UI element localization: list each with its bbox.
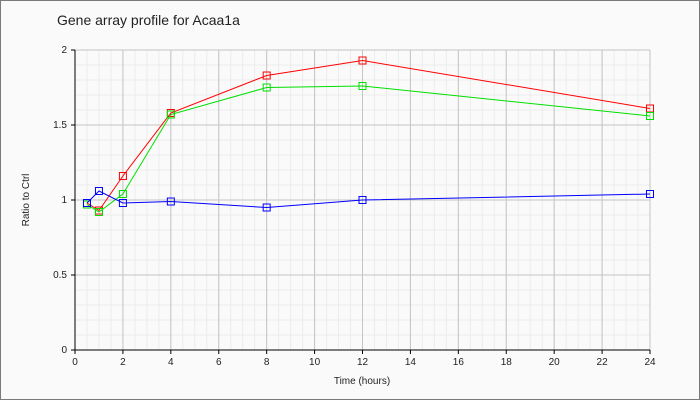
data-point-marker (358, 196, 367, 204)
data-point-marker (262, 83, 271, 92)
x-tick-label: 2 (120, 357, 126, 368)
series-group (82, 56, 654, 216)
y-tick-label: 1.5 (53, 120, 67, 131)
x-tick-label: 24 (644, 357, 656, 368)
data-point-marker (166, 110, 175, 119)
y-tick-label: 1 (61, 195, 67, 206)
x-tick-label: 20 (549, 357, 561, 368)
data-point-marker (262, 71, 271, 80)
data-point-marker (82, 199, 91, 207)
data-point-marker (262, 203, 271, 212)
x-tick-label: 8 (264, 357, 270, 368)
data-point-marker (646, 112, 654, 120)
x-tick-label: 18 (501, 357, 513, 368)
data-point-marker (118, 199, 127, 207)
data-point-marker (94, 208, 103, 216)
series-line-2 (86, 85, 651, 213)
x-tick-label: 0 (72, 357, 78, 368)
y-tick-label: 0.5 (53, 270, 67, 281)
x-tick-label: 22 (597, 357, 609, 368)
x-tick-label: 6 (216, 357, 222, 368)
series-line-3 (86, 190, 651, 209)
data-point-marker (646, 190, 654, 198)
data-point-marker (358, 82, 367, 90)
data-point-marker (94, 187, 103, 195)
x-axis-label: Time (hours) (334, 376, 390, 387)
grid (74, 49, 651, 351)
y-tick-label: 2 (61, 45, 67, 56)
data-point-marker (166, 197, 175, 206)
chart-title: Gene array profile for Acaa1a (57, 12, 240, 28)
y-tick-label: 0 (61, 345, 67, 356)
x-tick-label: 10 (309, 357, 321, 368)
x-tick-label: 4 (168, 357, 174, 368)
data-point-marker (358, 56, 367, 65)
series-line-1 (86, 59, 651, 212)
x-tick-label: 16 (453, 357, 465, 368)
data-point-marker (118, 190, 127, 198)
y-axis-label: Ratio to Ctrl (21, 174, 32, 227)
x-tick-label: 12 (357, 357, 369, 368)
data-point-marker (118, 172, 127, 180)
x-tick-label: 14 (405, 357, 417, 368)
